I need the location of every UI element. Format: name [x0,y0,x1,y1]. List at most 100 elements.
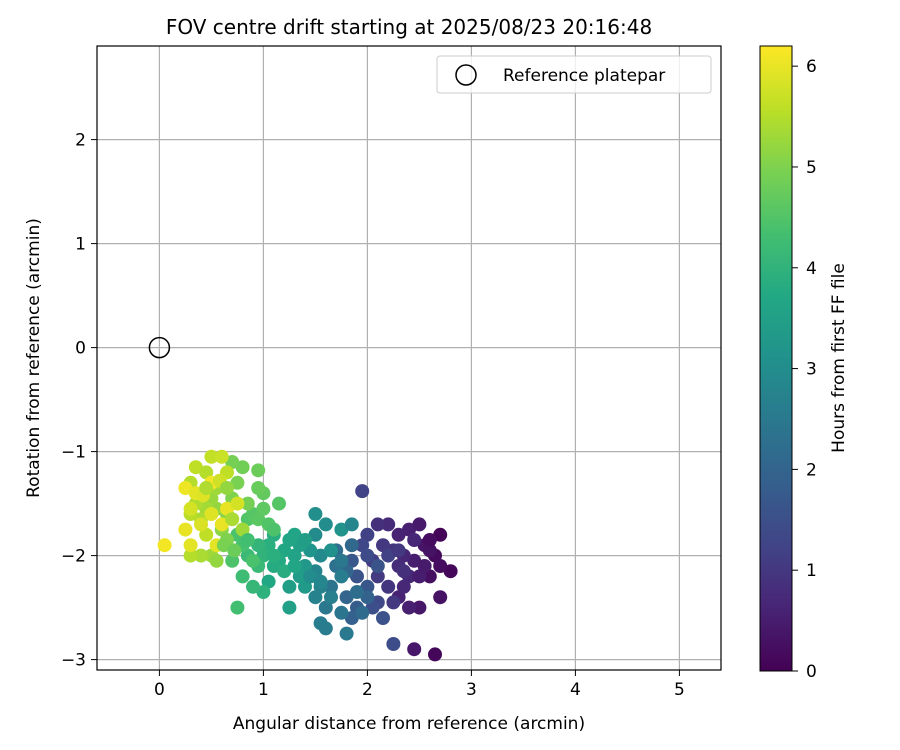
data-point [334,605,349,620]
data-point [412,569,427,584]
data-point [246,553,260,568]
data-point [422,533,437,547]
colorbar-tick-label: 0 [806,662,817,682]
data-point [188,460,203,475]
x-tick-label: 0 [154,680,165,700]
data-point [183,538,198,553]
data-point [292,569,307,584]
data-point [256,501,271,516]
data-point [230,496,245,511]
data-point [360,590,375,605]
data-point [360,548,375,563]
data-point [194,548,208,563]
data-point [381,579,396,594]
data-point [433,527,448,542]
data-point [298,533,312,547]
data-point [344,517,359,532]
data-point [235,522,250,537]
colorbar: 0 1 2 3 4 5 6 Hours from first FF file [759,45,849,682]
data-point [220,501,234,516]
x-tick-label: 5 [674,680,685,700]
data-point [298,559,312,573]
data-point [178,481,193,495]
data-point [282,533,297,547]
data-point [350,569,364,584]
y-axis-ticks: −3 −2 −1 0 1 2 [61,131,97,671]
legend: Reference platepar [436,55,712,94]
data-point [324,579,338,594]
data-point [324,543,338,558]
x-tick-label: 1 [258,680,269,700]
y-tick-label: −2 [61,547,86,567]
data-point [199,527,214,542]
colorbar-tick-label: 1 [806,561,817,581]
data-point [417,559,432,573]
data-point [318,517,333,532]
data-point [261,538,276,553]
data-point [204,507,219,521]
y-tick-label: −3 [61,651,86,671]
data-point [214,449,229,464]
data-point [334,522,349,537]
data-point [402,522,416,537]
data-point [339,590,354,605]
data-point [227,543,242,558]
data-point [277,543,292,558]
data-point [256,585,271,599]
data-point [412,517,427,532]
data-point [266,559,281,573]
data-point [376,611,390,625]
data-point [308,527,323,542]
colorbar-tick-label: 6 [806,57,817,77]
data-point [183,548,198,563]
data-point [266,548,281,563]
data-point [256,548,271,563]
data-point [214,517,229,532]
data-point [240,533,255,547]
data-point [266,522,281,537]
data-point [282,600,297,615]
x-tick-label: 2 [362,680,373,700]
legend-box [436,55,712,94]
chart-title: FOV centre drift starting at 2025/08/23 … [166,15,652,39]
data-point [355,538,370,553]
data-point [216,538,231,553]
data-point [360,527,375,542]
data-point [318,621,333,636]
reference-point [148,336,171,359]
colorbar-tick-label: 5 [806,158,817,178]
data-point [230,475,245,490]
data-point [246,579,260,594]
data-point [355,605,370,620]
colorbar-tick-label: 4 [806,259,817,279]
legend-marker-icon [455,64,477,86]
y-axis-label: Rotation from reference (arcmin) [24,218,44,498]
data-point [303,543,318,558]
data-point [308,590,323,605]
colorbar-label: Hours from first FF file [829,263,849,453]
data-point [157,538,172,553]
data-point [251,538,266,553]
data-point [199,481,214,495]
colorbar-ticks: 0 1 2 3 4 5 6 [792,57,817,682]
data-point [396,564,411,579]
data-point [225,455,240,469]
x-axis-label: Angular distance from reference (arcmin) [233,714,585,734]
x-tick-label: 4 [570,680,581,700]
data-point [386,637,401,651]
data-point [225,512,240,527]
data-point [220,481,234,495]
y-tick-label: 2 [75,131,86,151]
data-point [204,449,219,464]
data-point [287,559,302,573]
plot-frame [96,45,722,671]
data-point [370,559,385,573]
colorbar-tick-label: 2 [806,460,817,480]
data-point [422,543,437,558]
data-point [370,569,385,584]
data-point [344,538,359,553]
legend-entry-reference: Reference platepar [503,66,665,86]
data-point [308,507,323,521]
data-point [225,553,240,568]
